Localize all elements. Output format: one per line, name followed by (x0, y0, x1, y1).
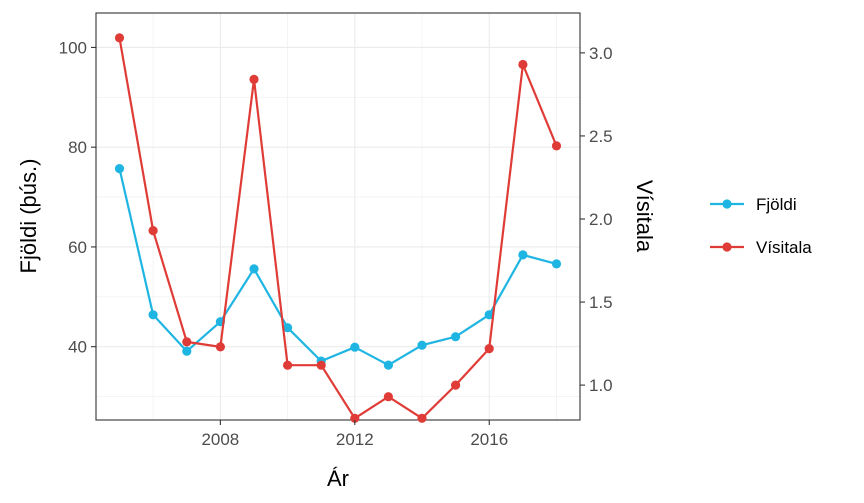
data-point-v-sitala (215, 342, 225, 352)
grid-lines (96, 13, 580, 420)
data-point-fj-ldi (451, 332, 461, 342)
legend: Fjöldi Vísitala (710, 195, 812, 257)
y-axis-right-title: Vísitala (632, 180, 657, 253)
data-point-v-sitala (114, 33, 125, 43)
legend-key-point-fj-ldi (722, 199, 732, 209)
y-axis-left-title: Fjöldi (þús.) (16, 159, 41, 274)
data-point-v-sitala (451, 380, 461, 390)
y-left-tick-label: 80 (68, 138, 87, 157)
data-point-v-sitala (417, 413, 427, 423)
data-point-v-sitala (283, 360, 293, 370)
data-point-v-sitala (249, 74, 259, 84)
data-point-v-sitala (350, 413, 360, 423)
data-point-v-sitala (383, 392, 393, 402)
axes-layer: 2008 2012 2016 40 60 80 100 1.0 1.5 2.0 2.5 3.0 (59, 38, 613, 449)
y-left-tick-label: 60 (68, 238, 87, 257)
y-right-tick-label: 3.0 (589, 44, 613, 63)
data-point-fj-ldi (484, 310, 494, 320)
data-point-v-sitala (148, 226, 158, 236)
plot-panel-border (95, 12, 581, 421)
data-point-fj-ldi (283, 323, 293, 333)
data-point-fj-ldi (182, 346, 192, 356)
data-point-fj-ldi (350, 342, 360, 352)
data-point-fj-ldi (249, 264, 259, 274)
legend-key-point-v-sitala (722, 242, 732, 252)
y-right-tick-label: 1.0 (589, 376, 613, 395)
legend-label-v-sitala: Vísitala (756, 238, 812, 257)
series-line-fj-ldi (118, 168, 557, 367)
data-point-fj-ldi (148, 310, 158, 320)
y-right-tick-label: 2.5 (589, 127, 613, 146)
x-tick-label: 2008 (201, 430, 239, 449)
data-point-v-sitala (182, 337, 192, 347)
data-point-v-sitala (518, 59, 528, 70)
y-left-tick-label: 100 (59, 38, 87, 57)
data-point-fj-ldi (383, 360, 393, 370)
series-line-v-sitala (118, 37, 558, 420)
data-point-fj-ldi (114, 164, 125, 174)
y-right-tick-label: 1.5 (589, 293, 613, 312)
data-point-v-sitala (551, 141, 562, 151)
x-tick-label: 2016 (470, 430, 508, 449)
x-tick-label: 2012 (336, 430, 374, 449)
legend-label-fj-ldi: Fjöldi (756, 195, 797, 214)
data-point-fj-ldi (518, 250, 528, 260)
data-point-fj-ldi (417, 340, 427, 350)
data-point-v-sitala (484, 344, 494, 354)
y-left-tick-label: 40 (68, 338, 87, 357)
x-axis-title: Ár (327, 466, 349, 491)
data-point-fj-ldi (551, 259, 562, 269)
data-point-v-sitala (316, 360, 326, 370)
series-layer (114, 33, 562, 423)
y-right-tick-label: 2.0 (589, 210, 613, 229)
